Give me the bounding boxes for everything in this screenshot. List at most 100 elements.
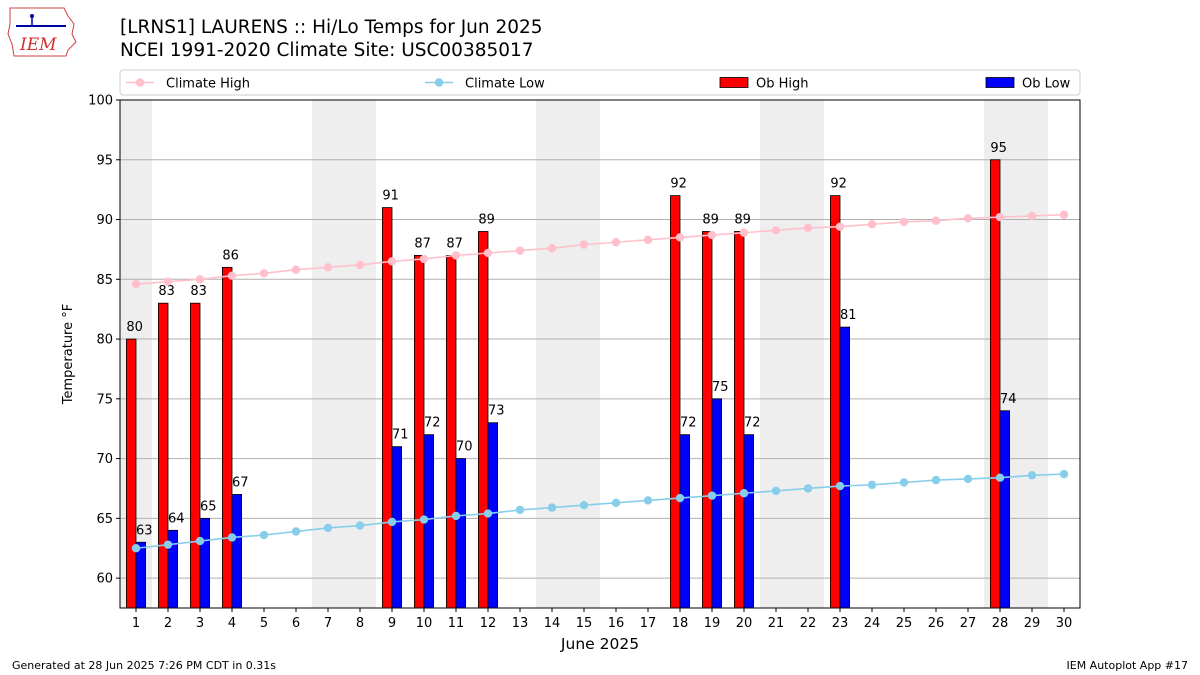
climate-high-point [739, 228, 749, 237]
ob-high-bar [477, 231, 489, 609]
climate-low-point [579, 501, 589, 510]
ob-high-bar [670, 195, 681, 609]
ob-low-label: 72 [424, 416, 441, 431]
climate-low-point [1027, 471, 1037, 480]
legend-climate-high-marker [135, 78, 145, 87]
x-tick-label: 25 [896, 616, 913, 631]
climate-high-point [835, 222, 845, 231]
climate-low-point [163, 540, 173, 549]
ob-low-bar [839, 326, 851, 609]
climate-low-point [131, 544, 141, 553]
climate-high-point [867, 220, 877, 229]
climate-low-point [867, 480, 877, 490]
ob-high-bar [702, 231, 713, 609]
climate-low-point [227, 533, 237, 542]
weekend-shade [536, 100, 568, 608]
plot-frame [119, 99, 1081, 609]
climate-low-point [355, 521, 365, 530]
legend-climate-low-label: Climate Low [465, 77, 545, 92]
ob-high-label: 92 [670, 177, 687, 192]
ob-low-bar [679, 434, 691, 609]
x-tick-label: 11 [448, 616, 465, 631]
x-tick-label: 29 [1024, 616, 1041, 631]
climate-low-point [835, 481, 845, 491]
ob-high-bar [413, 254, 425, 609]
x-tick-label: 30 [1056, 616, 1073, 631]
ob-low-bar [999, 410, 1011, 609]
climate-low-point [675, 493, 685, 503]
climate-low-point [611, 498, 621, 508]
x-tick-label: 24 [864, 616, 881, 631]
ob-low-bar [455, 458, 467, 609]
ob-high-label: 89 [478, 212, 495, 227]
legend-ob-low-label: Ob Low [1022, 77, 1071, 92]
climate-low-point [483, 509, 493, 518]
climate-high-point [899, 217, 909, 227]
climate-high-point [131, 279, 141, 289]
weekend-shade [568, 100, 600, 608]
legend-box [119, 69, 1081, 96]
legend-ob-low-swatch [985, 77, 1015, 88]
ob-high-bar [189, 302, 201, 609]
ob-low-bar [711, 398, 723, 609]
climate-high-point [323, 263, 333, 272]
climate-low-point [419, 515, 429, 524]
y-tick-label: 90 [96, 213, 113, 228]
ob-high-bar [157, 302, 169, 609]
climate-low-point [387, 517, 397, 527]
x-axis-label: June 2025 [560, 635, 639, 653]
y-tick-label: 65 [96, 512, 113, 527]
y-tick-label: 70 [96, 452, 113, 467]
weekend-shade [792, 100, 824, 608]
climate-high-point [1059, 210, 1069, 219]
climate-low-point [995, 473, 1005, 482]
ob-high-bar [126, 338, 137, 609]
ob-high-bar [830, 195, 841, 609]
iem-logo: IEM [7, 7, 77, 57]
climate-low-point [259, 530, 269, 540]
x-tick-label: 17 [640, 616, 657, 631]
legend-ob-high-swatch [719, 77, 749, 88]
x-tick-label: 3 [196, 616, 204, 631]
y-tick-label: 75 [96, 392, 113, 407]
ob-low-label: 75 [712, 380, 729, 395]
x-tick-label: 18 [672, 616, 689, 631]
climate-high-point [291, 265, 301, 274]
ob-high-label: 91 [382, 189, 399, 204]
x-tick-label: 15 [576, 616, 593, 631]
climate-low-point [1059, 469, 1069, 479]
x-tick-label: 23 [832, 616, 849, 631]
climate-high-point [515, 246, 525, 255]
x-tick-label: 28 [992, 616, 1009, 631]
ob-high-label: 95 [990, 141, 1007, 156]
climate-low-point [771, 486, 781, 496]
climate-high-point [227, 271, 237, 280]
ob-high-label: 83 [158, 284, 175, 299]
climate-high-point [547, 244, 557, 253]
x-tick-label: 13 [512, 616, 529, 631]
legend-climate-low-marker [434, 78, 444, 87]
ob-high-label: 80 [126, 320, 143, 335]
ob-high-label: 87 [414, 236, 431, 251]
ob-low-label: 63 [136, 523, 153, 538]
climate-high-point [771, 226, 781, 235]
x-tick-label: 6 [292, 616, 300, 631]
climate-low-point [803, 484, 813, 493]
x-tick-label: 12 [480, 616, 497, 631]
ob-low-bar [231, 494, 243, 609]
climate-high-point [963, 214, 973, 223]
climate-high-point [387, 257, 397, 266]
climate-low-point [931, 475, 941, 485]
climate-high-point [611, 238, 621, 247]
ob-low-bar [743, 434, 755, 609]
ob-low-label: 64 [168, 511, 185, 526]
climate-high-point [675, 233, 685, 242]
climate-high-point [355, 260, 365, 270]
ob-low-bar [391, 446, 403, 609]
climate-low-point [707, 491, 717, 500]
weekend-shade [344, 100, 376, 608]
ob-high-label: 92 [830, 177, 847, 192]
climate-low-point [739, 489, 749, 498]
ob-low-label: 70 [456, 440, 473, 455]
